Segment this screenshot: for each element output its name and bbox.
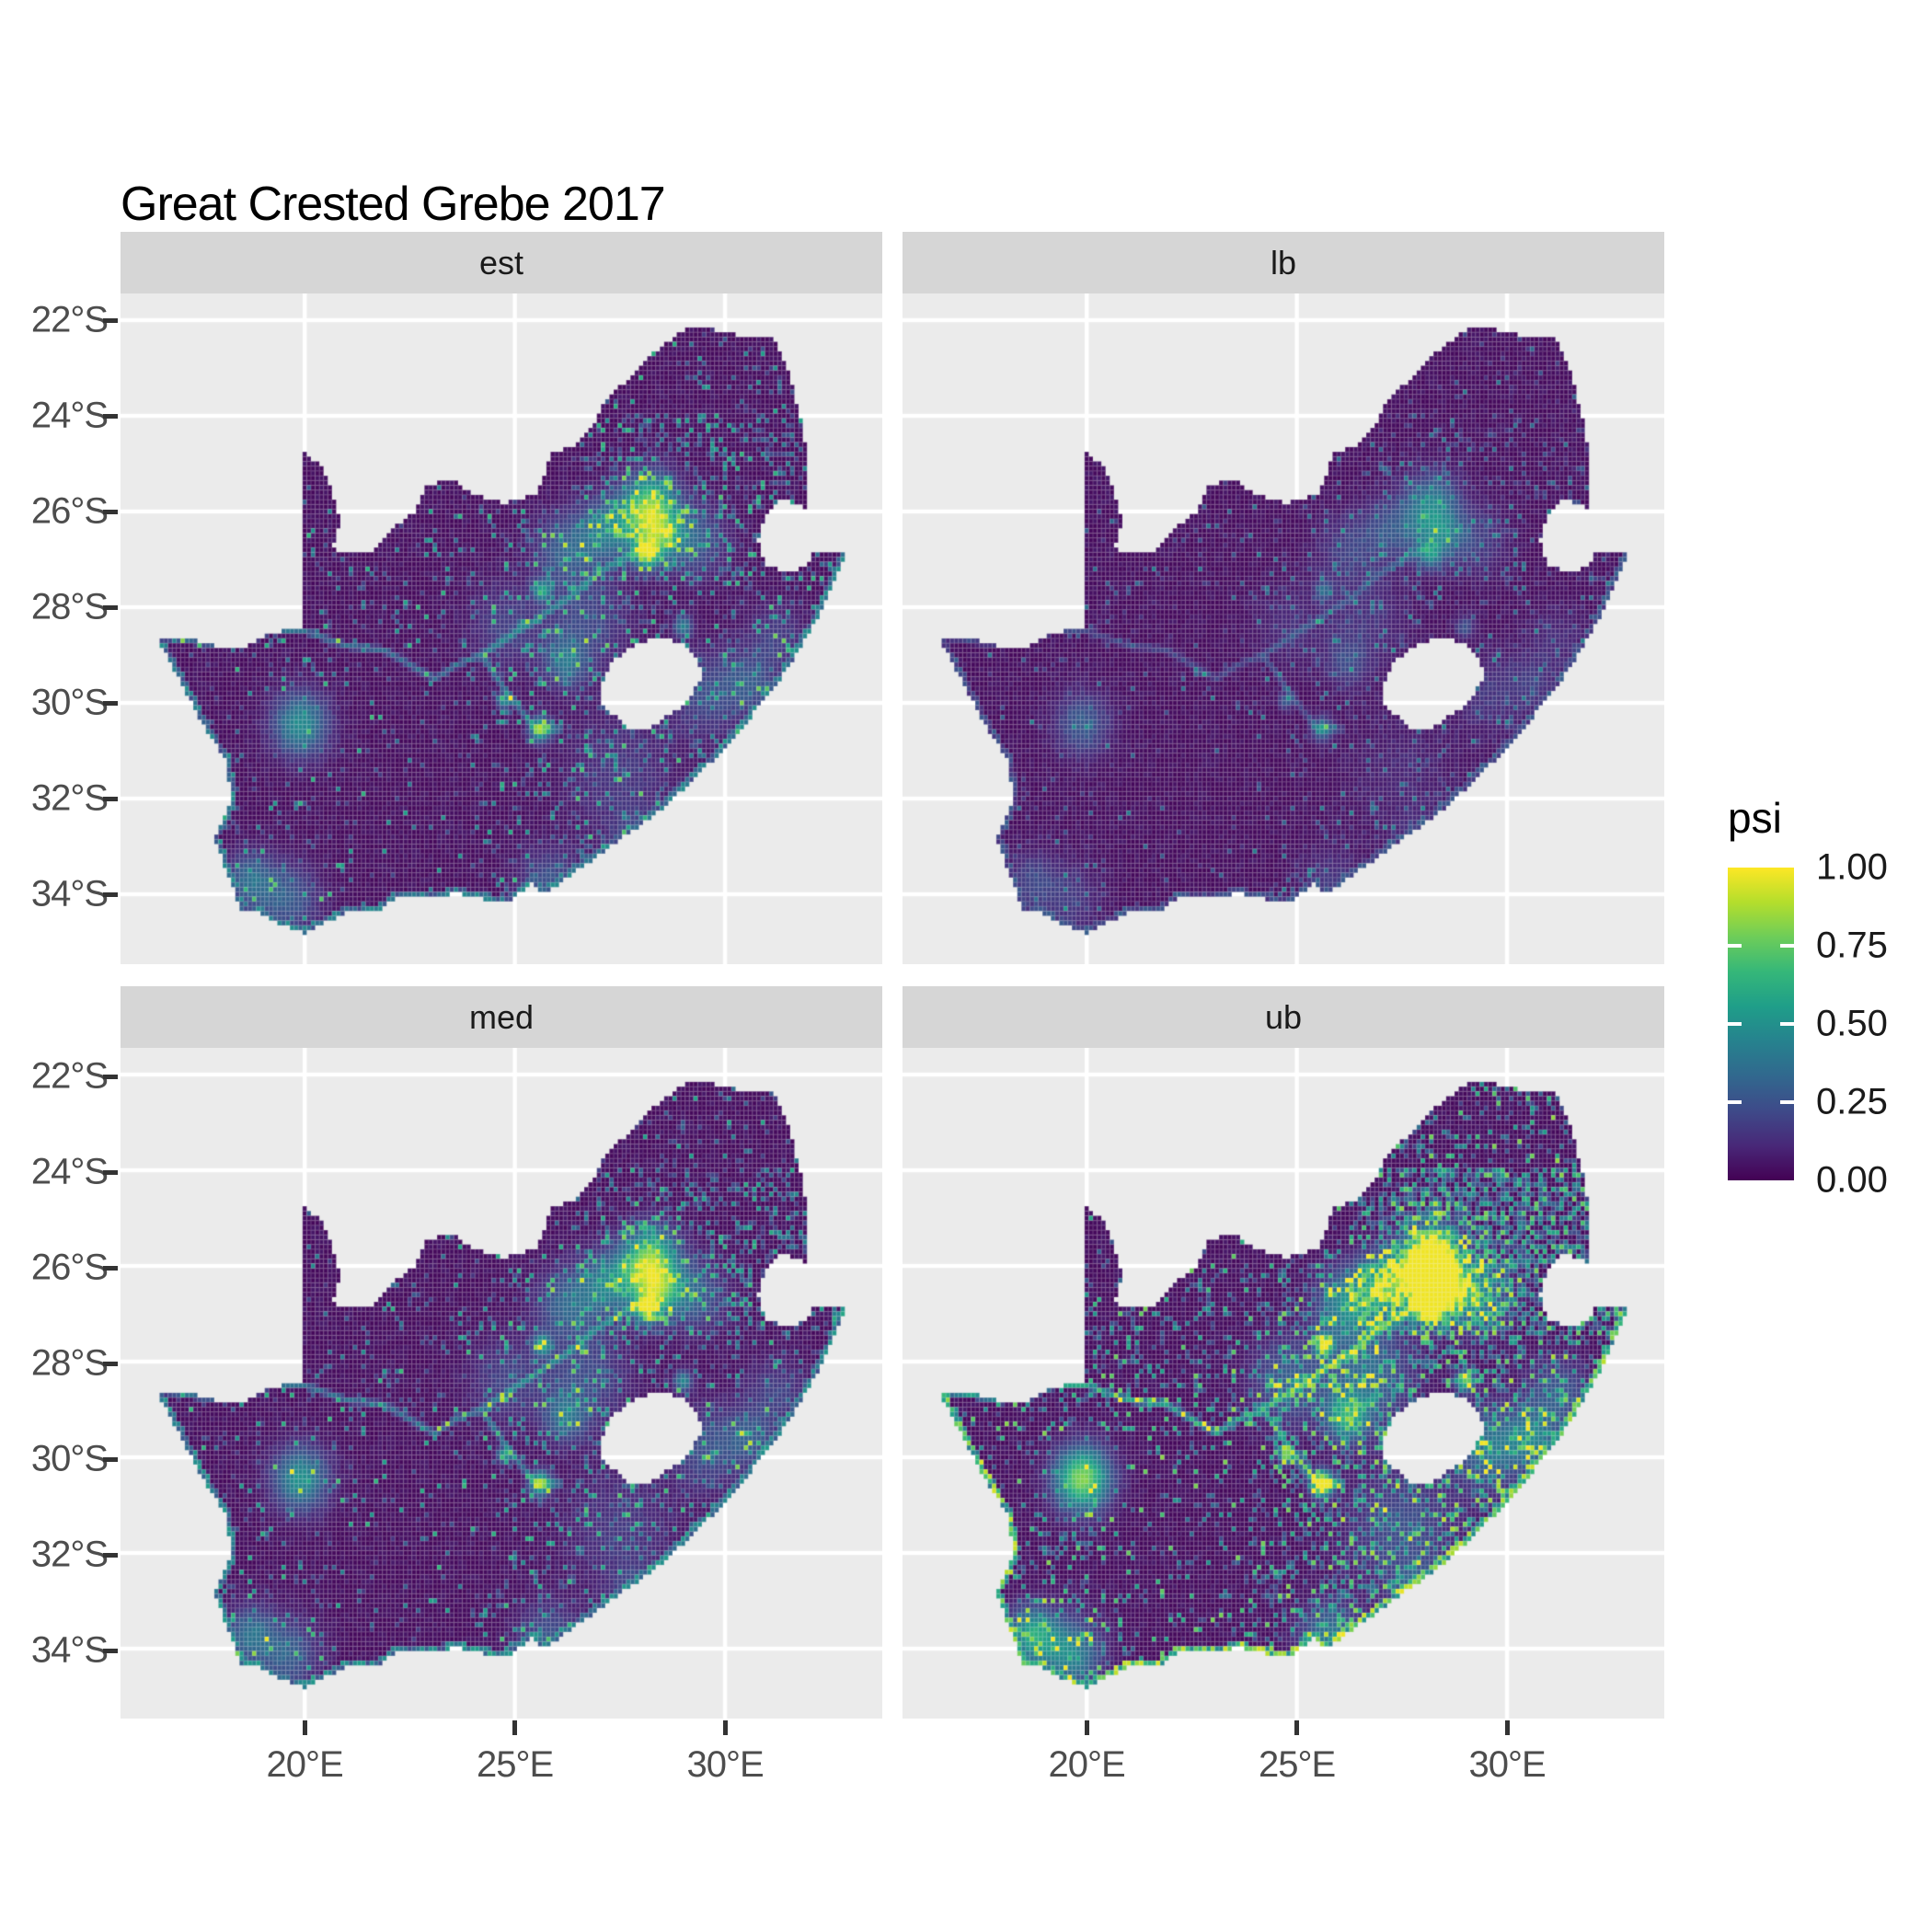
legend-tick-mark	[1780, 944, 1794, 948]
y-axis-tick-mark	[103, 1648, 118, 1653]
facet-label: est	[478, 243, 524, 282]
legend-tick-label: 0.75	[1816, 925, 1888, 966]
legend-tick-mark	[1728, 1022, 1742, 1026]
x-axis-tick-mark	[722, 1720, 728, 1735]
legend-tick-mark	[1728, 944, 1742, 948]
x-axis-tick-mark	[302, 1720, 307, 1735]
legend-tick-label: 1.00	[1816, 846, 1888, 888]
legend-tick-mark	[1780, 1100, 1794, 1104]
map-panel-est	[121, 293, 882, 964]
y-axis-tick-label: 26°S	[30, 490, 109, 532]
facet-label: lb	[1270, 243, 1297, 282]
y-axis-tick-mark	[103, 509, 118, 514]
y-axis-tick-mark	[103, 413, 118, 419]
facet-med: med	[121, 986, 882, 1719]
facet-strip-med: med	[121, 986, 882, 1048]
map-panel-ub	[903, 1048, 1664, 1719]
y-axis-tick-mark	[103, 317, 118, 323]
y-axis-tick-mark	[103, 1169, 118, 1175]
facet-strip-ub: ub	[903, 986, 1664, 1048]
facet-strip-lb: lb	[903, 232, 1664, 293]
legend-colorbar	[1728, 868, 1794, 1180]
facet-ub: ub	[903, 986, 1664, 1719]
x-axis-tick-label: 20°E	[266, 1744, 344, 1785]
facet-label: ub	[1264, 997, 1303, 1036]
y-axis-tick-label: 34°S	[30, 1629, 109, 1671]
legend-title: psi	[1728, 794, 1782, 842]
y-axis-tick-label: 28°S	[30, 1342, 109, 1384]
plot-title: Great Crested Grebe 2017	[121, 178, 666, 231]
y-axis-tick-mark	[103, 1552, 118, 1558]
facet-strip-est: est	[121, 232, 882, 293]
facet-lb: lb	[903, 232, 1664, 964]
y-axis-tick-mark	[103, 1265, 118, 1271]
y-axis-tick-label: 30°S	[30, 682, 109, 723]
y-axis-tick-label: 32°S	[30, 1534, 109, 1575]
y-axis-tick-label: 32°S	[30, 777, 109, 819]
x-axis-tick-label: 30°E	[686, 1744, 765, 1785]
y-axis-tick-mark	[103, 604, 118, 610]
map-panel-med	[121, 1048, 882, 1719]
facet-label: med	[468, 997, 535, 1036]
y-axis-tick-label: 34°S	[30, 873, 109, 914]
y-axis-tick-label: 26°S	[30, 1247, 109, 1288]
y-axis-tick-mark	[103, 1361, 118, 1366]
x-axis-tick-mark	[512, 1720, 518, 1735]
x-axis-tick-label: 25°E	[477, 1744, 554, 1785]
x-axis-tick-mark	[1504, 1720, 1510, 1735]
legend-tick-label: 0.00	[1816, 1159, 1888, 1201]
x-axis-tick-label: 25°E	[1259, 1744, 1336, 1785]
x-axis-tick-mark	[1294, 1720, 1300, 1735]
y-axis-tick-mark	[103, 796, 118, 801]
y-axis-tick-mark	[103, 1074, 118, 1079]
y-axis-tick-label: 22°S	[30, 299, 109, 340]
legend-tick-mark	[1780, 1022, 1794, 1026]
x-axis-tick-mark	[1084, 1720, 1089, 1735]
y-axis-tick-mark	[103, 700, 118, 706]
x-axis-tick-label: 20°E	[1048, 1744, 1126, 1785]
y-axis-tick-label: 30°S	[30, 1438, 109, 1479]
y-axis-tick-label: 22°S	[30, 1055, 109, 1097]
y-axis-tick-mark	[103, 1456, 118, 1462]
facet-est: est	[121, 232, 882, 964]
y-axis-tick-mark	[103, 891, 118, 897]
y-axis-tick-label: 28°S	[30, 586, 109, 627]
legend-tick-label: 0.50	[1816, 1003, 1888, 1044]
legend-tick-mark	[1728, 1100, 1742, 1104]
map-panel-lb	[903, 293, 1664, 964]
y-axis-tick-label: 24°S	[30, 1151, 109, 1192]
legend-tick-label: 0.25	[1816, 1081, 1888, 1122]
y-axis-tick-label: 24°S	[30, 395, 109, 436]
x-axis-tick-label: 30°E	[1468, 1744, 1547, 1785]
